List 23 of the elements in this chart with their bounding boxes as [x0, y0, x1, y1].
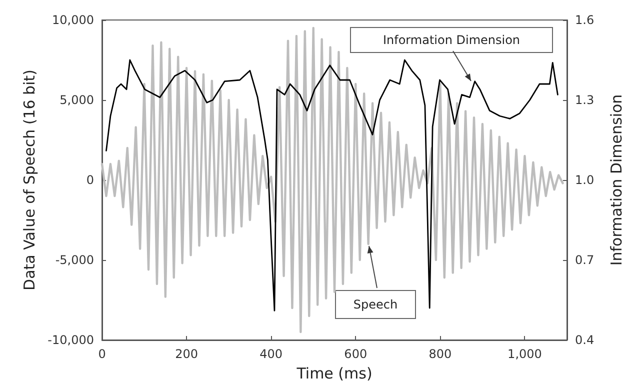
x-tick-label: 600 — [344, 347, 368, 361]
y-tick-label: 10,000 — [52, 13, 94, 27]
line-series — [100, 26, 564, 334]
x-axis-title: Time (ms) — [296, 364, 372, 382]
x-tick-label: 1,000 — [508, 347, 542, 361]
y2-tick-label: 1.0 — [575, 173, 594, 187]
y-tick-label: 5,000 — [60, 93, 94, 107]
line-series — [106, 59, 558, 312]
y2-tick-label: 1.6 — [575, 13, 594, 27]
y2-tick-label: 1.3 — [575, 93, 594, 107]
y-tick-label: -5,000 — [55, 253, 94, 267]
x-tick-label: 0 — [98, 347, 106, 361]
y-tick-label: -10,000 — [48, 333, 94, 347]
y2-tick-label: 0.7 — [575, 253, 594, 267]
y-axis-title: Data Value of Speech (16 bit) — [20, 70, 38, 290]
x-tick-label: 800 — [428, 347, 452, 361]
y-tick-label: 0 — [86, 173, 94, 187]
y2-axis-title: Information Dimension — [608, 94, 626, 266]
x-tick-label: 400 — [260, 347, 283, 361]
x-tick-label: 200 — [175, 347, 198, 361]
y2-tick-label: 0.4 — [575, 333, 594, 347]
text: Information Dimension — [382, 33, 520, 47]
series-label: Speech — [353, 298, 398, 312]
